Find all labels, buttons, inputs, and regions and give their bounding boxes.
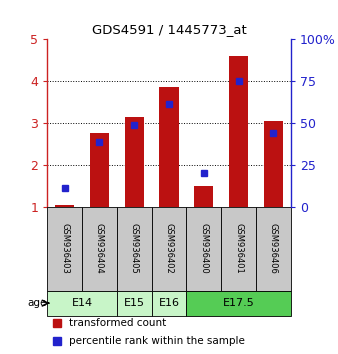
Bar (221, 207, 256, 291)
Bar (160, 87, 178, 207)
Text: GSM936406: GSM936406 (269, 223, 278, 274)
Bar (186, 207, 221, 291)
Bar (47, 291, 117, 316)
Text: E15: E15 (124, 298, 145, 308)
Text: GSM936401: GSM936401 (234, 223, 243, 274)
Text: percentile rank within the sample: percentile rank within the sample (69, 336, 245, 346)
Text: E17.5: E17.5 (223, 298, 255, 308)
Bar (82, 207, 117, 291)
Bar (152, 207, 186, 291)
Text: GDS4591 / 1445773_at: GDS4591 / 1445773_at (92, 23, 246, 36)
Bar (47, 207, 82, 291)
Text: age: age (27, 298, 47, 308)
Bar (152, 291, 186, 316)
Bar (125, 116, 144, 207)
Bar (90, 133, 109, 207)
Bar (194, 186, 213, 207)
Bar (117, 207, 152, 291)
Bar (256, 207, 291, 291)
Text: GSM936402: GSM936402 (165, 223, 173, 274)
Bar (186, 291, 291, 316)
Text: GSM936404: GSM936404 (95, 223, 104, 274)
Text: GSM936405: GSM936405 (130, 223, 139, 274)
Bar (55, 205, 74, 207)
Bar (229, 56, 248, 207)
Text: transformed count: transformed count (69, 318, 167, 329)
Bar (264, 121, 283, 207)
Text: E14: E14 (72, 298, 93, 308)
Text: GSM936400: GSM936400 (199, 223, 208, 274)
Bar (117, 291, 152, 316)
Text: E16: E16 (159, 298, 179, 308)
Text: GSM936403: GSM936403 (60, 223, 69, 274)
